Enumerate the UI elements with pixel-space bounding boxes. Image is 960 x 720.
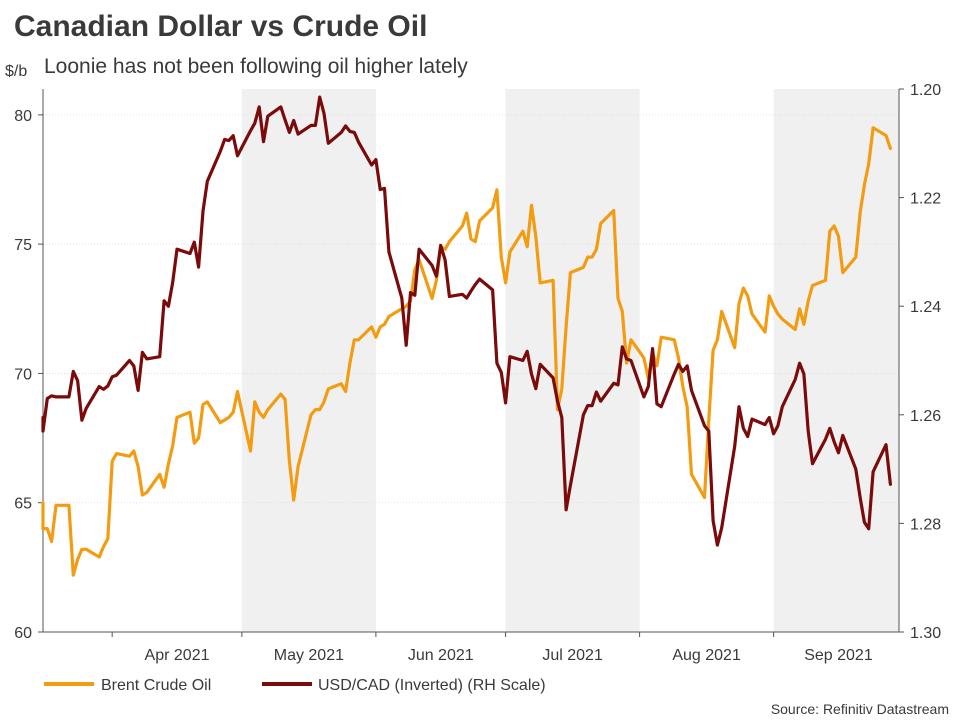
right-tick-label: 1.24 <box>910 299 941 316</box>
chart-title: Canadian Dollar vs Crude Oil <box>14 10 427 43</box>
series-lines <box>41 95 893 577</box>
series-line-usdcad <box>41 95 893 547</box>
x-tick-label: Jun 2021 <box>408 647 474 664</box>
series-line-brent <box>41 126 893 577</box>
left-tick-label: 80 <box>14 108 32 125</box>
right-tick-label: 1.20 <box>910 82 941 99</box>
left-tick-label: 70 <box>14 366 32 383</box>
legend-label-usdcad: USD/CAD (Inverted) (RH Scale) <box>318 677 546 694</box>
shaded-month-bands <box>241 89 899 632</box>
right-axis-ticks: 1.20 1.22 1.24 1.26 1.28 1.30 <box>899 82 941 642</box>
x-tick-label: Apr 2021 <box>145 647 210 664</box>
right-tick-label: 1.26 <box>910 408 941 425</box>
x-tick-label: Sep 2021 <box>804 647 873 664</box>
gridlines <box>43 114 899 633</box>
x-axis-ticks: Apr 2021 May 2021 Jun 2021 Jul 2021 Aug 2021… <box>111 632 873 664</box>
shaded-band <box>241 89 376 632</box>
left-axis-ticks: 60 65 70 75 80 <box>14 108 43 642</box>
x-tick-label: May 2021 <box>274 647 344 664</box>
legend: Brent Crude Oil USD/CAD (Inverted) (RH S… <box>44 677 546 694</box>
source-note: Source: Refinitiv Datastream <box>771 701 949 717</box>
shaded-band <box>773 89 899 632</box>
left-tick-label: 60 <box>14 625 32 642</box>
x-tick-label: Jul 2021 <box>542 647 603 664</box>
x-tick-label: Aug 2021 <box>672 647 741 664</box>
right-tick-label: 1.28 <box>910 516 941 533</box>
axes <box>42 89 900 633</box>
left-axis-unit: $/b <box>5 63 27 80</box>
chart-subtitle: Loonie has not been following oil higher… <box>44 55 468 78</box>
left-tick-label: 65 <box>14 496 32 513</box>
right-tick-label: 1.22 <box>910 191 941 208</box>
left-tick-label: 75 <box>14 237 32 254</box>
legend-label-brent: Brent Crude Oil <box>101 677 211 694</box>
right-tick-label: 1.30 <box>910 625 941 642</box>
